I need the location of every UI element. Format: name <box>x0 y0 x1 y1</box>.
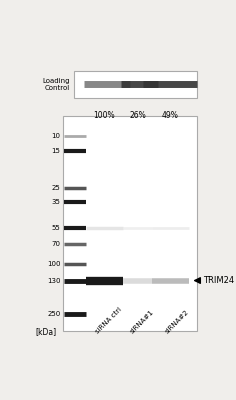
FancyBboxPatch shape <box>63 116 197 331</box>
Text: 26%: 26% <box>129 111 146 120</box>
Text: TRIM24: TRIM24 <box>203 276 234 285</box>
Text: 25: 25 <box>52 185 61 191</box>
Text: siRNA#2: siRNA#2 <box>164 309 190 335</box>
Text: 130: 130 <box>47 278 61 284</box>
Text: 100%: 100% <box>94 111 115 120</box>
Text: 55: 55 <box>52 225 61 231</box>
Text: siRNA#1: siRNA#1 <box>130 309 156 335</box>
Text: [kDa]: [kDa] <box>35 327 56 336</box>
Text: Loading
Control: Loading Control <box>42 78 70 91</box>
Text: siRNA ctrl: siRNA ctrl <box>95 307 123 335</box>
Text: 35: 35 <box>52 199 61 205</box>
Text: 15: 15 <box>52 148 61 154</box>
Text: 250: 250 <box>47 312 61 318</box>
Text: 100: 100 <box>47 261 61 267</box>
FancyBboxPatch shape <box>74 71 197 98</box>
Text: 70: 70 <box>52 240 61 246</box>
Text: 10: 10 <box>52 133 61 139</box>
Text: 49%: 49% <box>162 111 179 120</box>
